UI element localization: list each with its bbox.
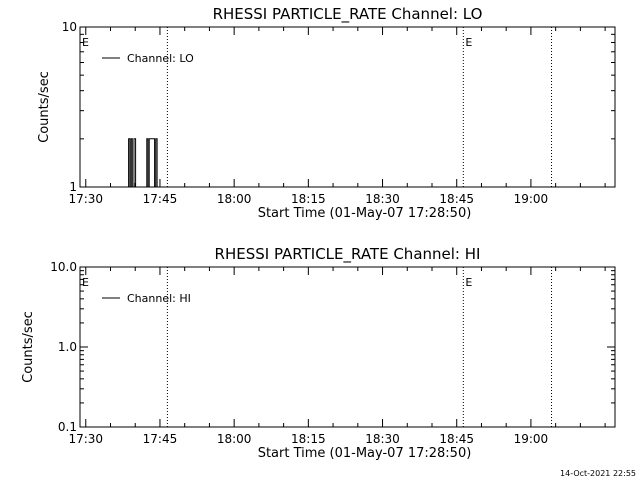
x-axis-label: Start Time (01-May-07 17:28:50) (258, 446, 472, 461)
plot-frame (79, 26, 616, 188)
x-tick-label: 17:45 (143, 432, 178, 446)
plot-frame (79, 266, 616, 428)
x-tick-label: 17:30 (68, 432, 103, 446)
chart-title: RHESSI PARTICLE_RATE Channel: LO (213, 5, 483, 24)
timestamp-stamp: 14-Oct-2021 22:55 (560, 469, 636, 478)
data-series-line (128, 138, 158, 188)
legend-label: Channel: HI (127, 292, 191, 305)
x-tick-label: 18:00 (217, 192, 252, 206)
x-tick-label: 18:15 (291, 432, 326, 446)
y-tick-label: 1 (69, 180, 77, 194)
y-tick-label: 0.1 (58, 420, 77, 434)
y-tick-label: 10 (62, 20, 77, 34)
x-tick-label: 18:45 (439, 432, 474, 446)
x-tick-label: 17:45 (143, 192, 178, 206)
x-tick-label: 19:00 (514, 192, 549, 206)
y-axis-label: Counts/sec (21, 311, 36, 383)
legend-label: Channel: LO (127, 52, 194, 65)
x-tick-label: 18:45 (439, 192, 474, 206)
x-tick-label: 19:00 (514, 432, 549, 446)
x-axis-label: Start Time (01-May-07 17:28:50) (258, 206, 472, 221)
x-tick-label: 18:15 (291, 192, 326, 206)
x-tick-label: 18:30 (365, 192, 400, 206)
y-tick-label: 1.0 (58, 340, 77, 354)
chart-title: RHESSI PARTICLE_RATE Channel: HI (215, 245, 481, 264)
event-marker-label: E (82, 276, 89, 289)
x-tick-label: 18:30 (365, 432, 400, 446)
y-tick-label: 10.0 (50, 260, 77, 274)
event-marker-label: E (465, 276, 472, 289)
y-axis-label: Counts/sec (37, 71, 52, 143)
chart-panel-2: RHESSI PARTICLE_RATE Channel: HI 0.1 1.0 10… (21, 245, 616, 461)
x-tick-label: 18:00 (217, 432, 252, 446)
event-marker-label: E (82, 36, 89, 49)
x-tick-label: 17:30 (68, 192, 103, 206)
chart-panel-1: RHESSI PARTICLE_RATE Channel: LO 1 10 17:30… (37, 5, 616, 221)
event-marker-label: E (465, 36, 472, 49)
